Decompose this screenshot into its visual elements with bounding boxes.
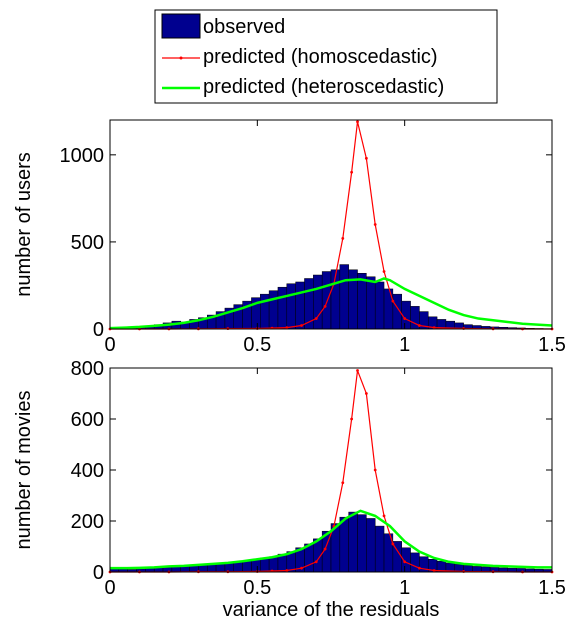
movies-ytick-label: 600 bbox=[71, 409, 104, 431]
line-point bbox=[323, 304, 327, 308]
histogram-bar bbox=[268, 290, 279, 330]
histogram-bar bbox=[374, 281, 385, 330]
line-point bbox=[341, 481, 345, 485]
movies-ticks bbox=[109, 367, 553, 573]
histogram-bar bbox=[286, 283, 296, 330]
users-xtick-label: 0.5 bbox=[243, 334, 271, 356]
movies-ytick-label: 200 bbox=[71, 511, 104, 533]
line-point bbox=[432, 569, 436, 572]
line-point bbox=[403, 560, 407, 564]
line-point bbox=[300, 324, 303, 327]
histogram-bar bbox=[233, 561, 243, 573]
movies-y-axis-label: number of movies bbox=[13, 391, 35, 550]
movies-xtick-label: 0.5 bbox=[243, 577, 271, 599]
legend-label-homoscedastic: predicted (homoscedastic) bbox=[203, 46, 438, 68]
line-point bbox=[285, 569, 289, 572]
histogram-bar bbox=[366, 276, 376, 330]
users-ytick-label: 0 bbox=[93, 319, 104, 341]
legend-marker-homoscedastic bbox=[179, 56, 183, 60]
movies-ytick-label: 0 bbox=[93, 562, 104, 584]
line-point bbox=[432, 326, 436, 330]
histogram-bar bbox=[260, 557, 270, 573]
movies-xtick-label: 1.5 bbox=[538, 577, 566, 599]
line-point bbox=[285, 326, 289, 330]
histogram-bar bbox=[321, 271, 332, 330]
movies-ytick-label: 400 bbox=[71, 460, 104, 482]
line-point bbox=[350, 417, 354, 421]
legend-box bbox=[154, 9, 498, 104]
movies-ytick-label: 800 bbox=[71, 358, 104, 380]
histogram-bar bbox=[374, 525, 385, 573]
line-point bbox=[350, 170, 354, 174]
legend-label-heteroscedastic: predicted (heteroscedastic) bbox=[203, 76, 444, 98]
histogram-bar bbox=[339, 516, 349, 573]
line-point bbox=[391, 542, 395, 546]
movies-bars bbox=[109, 511, 553, 573]
histogram-bar bbox=[348, 511, 358, 573]
histogram-bar bbox=[357, 514, 367, 573]
movies-x-axis-label: variance of the residuals bbox=[223, 599, 440, 621]
histogram-bar bbox=[401, 300, 411, 330]
users-chart: 0 0.5 1 1.5 0 500 1000 number of users bbox=[13, 119, 566, 356]
users-xtick-label: 0 bbox=[104, 334, 115, 356]
users-heteroscedastic-line bbox=[109, 277, 553, 330]
histogram-bar bbox=[357, 273, 367, 330]
line-point bbox=[391, 299, 395, 303]
movies-xtick-label: 1 bbox=[399, 577, 410, 599]
histogram-bar bbox=[366, 518, 376, 573]
line-point bbox=[403, 317, 407, 320]
movies-heteroscedastic-line bbox=[110, 509, 552, 570]
histogram-bar bbox=[277, 286, 288, 330]
legend-swatch-observed bbox=[161, 13, 201, 39]
line-point bbox=[356, 120, 359, 124]
histogram-bar bbox=[251, 559, 261, 573]
line-point bbox=[300, 566, 303, 570]
histogram-bar bbox=[313, 274, 323, 330]
line-point bbox=[418, 324, 421, 327]
line-point bbox=[373, 223, 377, 226]
users-axes-frame bbox=[109, 119, 553, 330]
line-point bbox=[382, 270, 386, 273]
users-ytick-label: 1000 bbox=[60, 145, 105, 167]
line-point bbox=[364, 392, 368, 395]
legend-label-observed: observed bbox=[203, 16, 285, 38]
movies-xtick-label: 0 bbox=[104, 577, 115, 599]
line-point bbox=[323, 547, 327, 551]
line-point bbox=[373, 468, 377, 472]
histogram-bar bbox=[339, 264, 349, 330]
users-y-axis-label: number of users bbox=[13, 152, 35, 297]
line-point bbox=[364, 156, 368, 160]
users-xtick-label: 1 bbox=[399, 334, 410, 356]
users-xtick-label: 1.5 bbox=[538, 334, 566, 356]
users-ticks bbox=[109, 120, 553, 330]
line-point bbox=[314, 317, 318, 320]
legend: observed predicted (homoscedastic) predi… bbox=[154, 9, 498, 104]
line-point bbox=[418, 566, 421, 570]
movies-chart: 0 0.5 1 1.5 0 200 400 600 800 number of … bbox=[13, 358, 566, 621]
line-point bbox=[341, 237, 345, 240]
histogram-bar bbox=[410, 552, 420, 573]
users-ytick-label: 500 bbox=[71, 232, 104, 254]
histogram-bar bbox=[268, 556, 279, 573]
line-point bbox=[382, 514, 386, 518]
histogram-bar bbox=[295, 281, 305, 330]
line-point bbox=[356, 369, 359, 372]
line-point bbox=[314, 560, 318, 564]
